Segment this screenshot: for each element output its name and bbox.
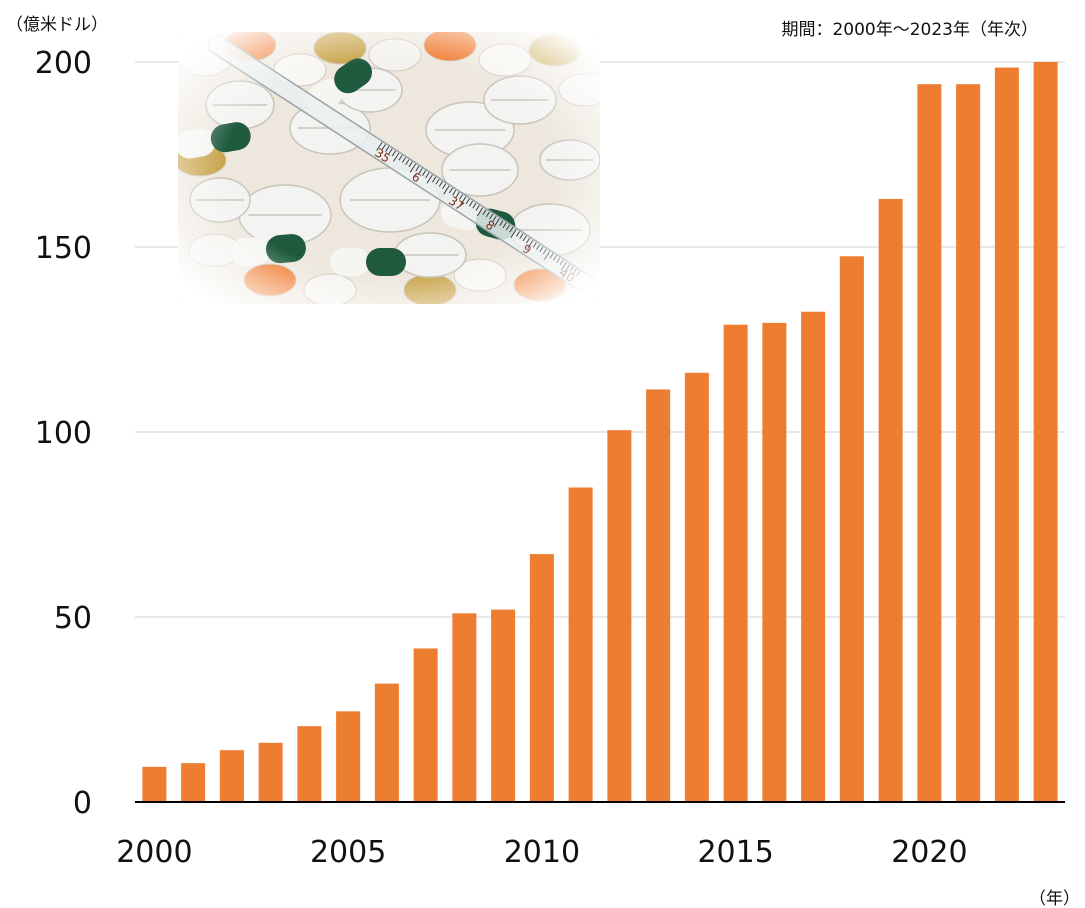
bar-2001 xyxy=(181,763,206,802)
y-tick-labels: 0 50 100 150 200 xyxy=(35,46,92,821)
pills-and-thermometer-photo: 356378940 xyxy=(178,32,600,304)
x-tick-labels: 2000 2005 2010 2015 2020 xyxy=(116,835,967,870)
y-tick-label: 100 xyxy=(35,416,92,451)
y-tick-label: 50 xyxy=(54,601,92,636)
x-tick-label: 2005 xyxy=(310,835,386,870)
bar-2021 xyxy=(956,84,981,802)
x-tick-label: 2000 xyxy=(116,835,192,870)
bar-2006 xyxy=(374,683,399,802)
bar-2003 xyxy=(258,742,283,802)
bar-2018 xyxy=(839,256,864,802)
x-unit-label: （年） xyxy=(1029,889,1080,908)
y-unit-label: （億米ドル） xyxy=(6,15,108,35)
period-note: 期間：2000年～2023年（年次） xyxy=(781,20,1038,40)
bar-2013 xyxy=(646,389,671,802)
bar-2008 xyxy=(452,613,477,802)
y-tick-label: 200 xyxy=(35,46,92,81)
bar-2016 xyxy=(762,322,787,802)
bar-2020 xyxy=(917,84,942,802)
bar-2022 xyxy=(994,67,1019,803)
bar-2009 xyxy=(491,609,516,802)
bar-2000 xyxy=(142,766,167,802)
bar-2023 xyxy=(1033,62,1058,802)
bar-2007 xyxy=(413,648,438,802)
y-tick-label: 0 xyxy=(73,786,92,821)
bar-2014 xyxy=(684,372,709,802)
bar-2012 xyxy=(607,430,632,802)
bar-2010 xyxy=(529,554,554,802)
bars xyxy=(142,62,1058,803)
bar-2004 xyxy=(297,726,322,802)
bar-2011 xyxy=(568,487,593,802)
bar-2017 xyxy=(801,311,826,802)
x-tick-label: 2015 xyxy=(697,835,773,870)
bar-2002 xyxy=(219,750,244,802)
bar-2019 xyxy=(878,198,903,802)
bar-2005 xyxy=(336,711,361,802)
x-tick-label: 2010 xyxy=(504,835,580,870)
bar-2015 xyxy=(723,324,748,802)
y-tick-label: 150 xyxy=(35,231,92,266)
x-tick-label: 2020 xyxy=(891,835,967,870)
